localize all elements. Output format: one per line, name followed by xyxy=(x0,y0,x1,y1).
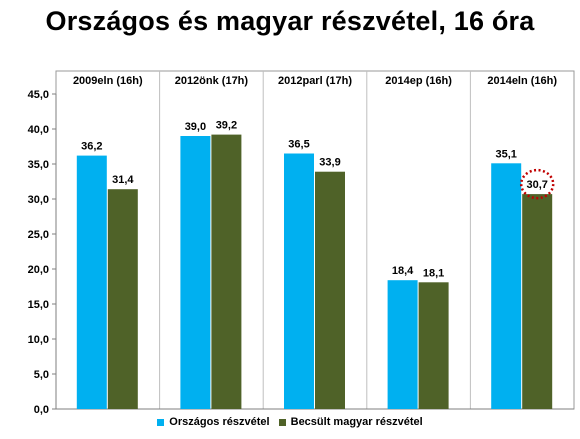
data-label: 30,7 xyxy=(526,179,547,191)
data-label: 39,0 xyxy=(185,121,206,133)
category-label: 2012parl (17h) xyxy=(278,75,352,87)
category-label: 2014ep (16h) xyxy=(385,75,452,87)
y-tick-label: 45,0 xyxy=(28,89,49,101)
y-tick-label: 25,0 xyxy=(28,229,49,241)
y-tick-label: 40,0 xyxy=(28,124,49,136)
y-tick-label: 30,0 xyxy=(28,194,49,206)
data-label: 36,2 xyxy=(81,141,102,153)
legend-item-orszagos: Országos részvétel xyxy=(157,416,270,428)
legend-swatch-becsult xyxy=(278,418,286,426)
bar xyxy=(107,189,138,409)
data-label: 18,4 xyxy=(392,265,414,277)
bar xyxy=(76,155,107,409)
chart-title: Országos és magyar részvétel, 16 óra xyxy=(45,6,535,36)
data-label: 33,9 xyxy=(319,157,340,169)
bar xyxy=(418,282,449,409)
y-tick-label: 35,0 xyxy=(28,159,49,171)
data-label: 18,1 xyxy=(423,267,444,279)
legend-label-becsult: Becsült magyar részvétel xyxy=(290,416,423,428)
y-tick-label: 15,0 xyxy=(28,299,49,311)
bar xyxy=(211,134,242,409)
bar xyxy=(315,171,345,409)
y-tick-label: 0,0 xyxy=(34,404,49,416)
legend: Országos részvétel Becsült magyar részvé… xyxy=(0,416,580,429)
category-label: 2009eln (16h) xyxy=(73,75,143,87)
legend-label-orszagos: Országos részvétel xyxy=(169,416,270,428)
y-tick-label: 20,0 xyxy=(28,264,49,276)
bar xyxy=(284,153,314,409)
y-tick-label: 10,0 xyxy=(28,334,49,346)
legend-swatch-orszagos xyxy=(157,418,165,426)
data-label: 31,4 xyxy=(112,174,134,186)
bar xyxy=(387,280,418,409)
category-label: 2012önk (17h) xyxy=(175,75,249,87)
data-label: 36,5 xyxy=(288,139,309,151)
data-label: 39,2 xyxy=(216,120,237,132)
category-label: 2014eln (16h) xyxy=(487,75,557,87)
bar xyxy=(180,136,211,409)
bar xyxy=(491,163,522,409)
highlight-circle xyxy=(519,168,555,200)
data-label: 35,1 xyxy=(495,148,516,160)
legend-item-becsult: Becsült magyar részvétel xyxy=(278,416,423,428)
y-tick-label: 5,0 xyxy=(34,369,49,381)
bar xyxy=(522,194,553,409)
